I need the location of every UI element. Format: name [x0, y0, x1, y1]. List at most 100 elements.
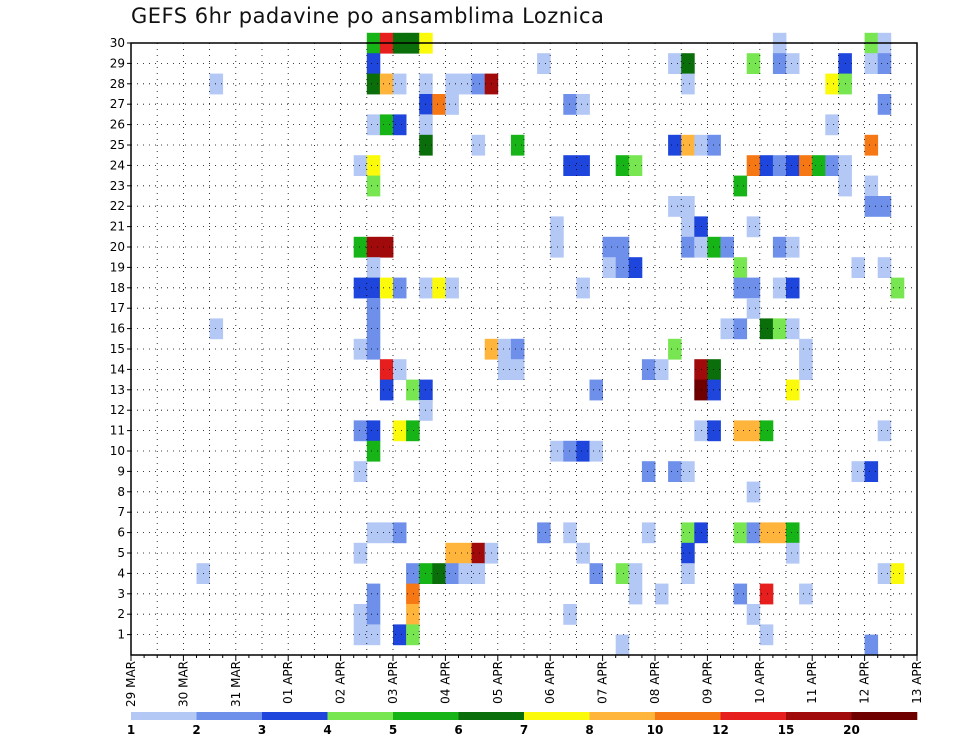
precip-cell: [746, 277, 761, 299]
precip-cell: [681, 216, 695, 238]
precip-cell: [799, 338, 813, 360]
y-tick-label: 28: [110, 77, 125, 91]
precip-cell: [746, 216, 761, 238]
precip-cell: [825, 73, 839, 95]
precip-cell: [707, 379, 721, 401]
colorbar-tick-label: 3: [258, 723, 266, 737]
precip-cell: [366, 624, 381, 646]
colorbar-tick-label: 10: [647, 723, 664, 737]
precip-cell: [746, 481, 761, 503]
precip-cell: [366, 522, 381, 544]
precip-cell: [471, 563, 486, 584]
precip-cell: [366, 155, 381, 176]
y-tick-label: 3: [117, 587, 125, 601]
precip-cell: [366, 236, 381, 258]
colorbar-segment: [393, 712, 459, 720]
precip-cell: [786, 53, 800, 74]
precip-cell: [353, 420, 368, 442]
precip-cell: [707, 359, 721, 380]
precip-cell: [720, 318, 734, 340]
y-tick-label: 14: [110, 362, 125, 376]
precip-cell: [366, 440, 381, 462]
precip-cell: [563, 155, 577, 176]
precip-cell: [681, 522, 695, 544]
precip-cell: [471, 134, 486, 156]
precip-cell: [589, 563, 603, 584]
colorbar-segment: [851, 712, 918, 720]
precip-cell: [445, 277, 459, 299]
precip-cell: [746, 53, 761, 74]
precip-cell: [576, 155, 590, 176]
colorbar-tick-label: 8: [585, 723, 593, 737]
precip-cell: [379, 379, 394, 401]
precip-cell: [366, 257, 381, 278]
precip-cell: [379, 277, 394, 299]
y-tick-label: 12: [110, 403, 125, 417]
precip-cell: [681, 236, 695, 258]
precip-cell: [733, 175, 748, 197]
x-tick-label: 02 APR: [334, 661, 348, 704]
precip-cell: [799, 583, 813, 605]
colorbar-tick-label: 2: [192, 723, 200, 737]
precip-cell: [471, 73, 486, 95]
x-tick-label: 10 APR: [753, 661, 767, 704]
precip-cell: [432, 94, 446, 115]
precip-cell: [366, 53, 381, 74]
x-tick-label: 13 APR: [910, 661, 924, 704]
precip-cell: [432, 277, 446, 299]
precip-cell: [615, 236, 630, 258]
precip-cell: [550, 236, 564, 258]
precip-cell: [864, 196, 879, 217]
y-tick-label: 1: [117, 628, 125, 642]
precip-cell: [641, 461, 656, 482]
precip-cell: [393, 277, 407, 299]
precip-cell: [877, 257, 892, 278]
precip-cell: [406, 583, 420, 605]
precip-cell: [707, 134, 721, 156]
precip-cell: [537, 522, 551, 544]
precip-cell: [877, 94, 892, 115]
precip-cell: [655, 359, 669, 380]
y-tick-label: 7: [117, 505, 125, 519]
x-tick-label: 11 APR: [805, 661, 819, 704]
precip-cell: [602, 236, 617, 258]
precip-cell: [786, 236, 800, 258]
precip-cell: [786, 155, 800, 176]
precip-cell: [733, 257, 748, 278]
colorbar-tick-label: 20: [843, 723, 860, 737]
y-tick-label: 27: [110, 97, 125, 111]
colorbar: 1 2 3 4 5 6 7 8 10 12 15 20: [127, 712, 918, 737]
colorbar-segment: [458, 712, 525, 720]
y-tick-label: 22: [110, 199, 125, 213]
precip-cell: [786, 522, 800, 544]
precip-cell: [497, 338, 512, 360]
precip-cell: [681, 196, 695, 217]
precip-cell: [379, 522, 394, 544]
precip-cell: [851, 461, 865, 482]
y-tick-label: 26: [110, 118, 125, 132]
precip-cell: [615, 257, 630, 278]
colorbar-segment: [196, 712, 263, 720]
grid-lines: [131, 42, 917, 655]
precip-cell: [759, 155, 774, 176]
precip-cell: [563, 440, 577, 462]
precip-cell: [668, 134, 682, 156]
precip-cell: [458, 73, 472, 95]
precip-cell: [393, 420, 407, 442]
precip-cell: [877, 563, 892, 584]
precip-cell: [432, 563, 446, 584]
precip-cell: [746, 604, 761, 625]
y-tick-label: 17: [110, 301, 125, 315]
precip-cell: [733, 522, 748, 544]
precip-cell: [602, 257, 617, 278]
precip-cell: [655, 583, 669, 605]
precip-cell: [733, 277, 748, 299]
precip-cell: [366, 114, 381, 136]
precip-cell: [209, 318, 224, 340]
precip-cell: [812, 155, 826, 176]
precip-cell: [379, 73, 394, 95]
precip-cell: [707, 420, 721, 442]
y-axis: 1234567891011121314151617181920212223242…: [110, 36, 131, 642]
y-tick-label: 24: [110, 158, 125, 172]
